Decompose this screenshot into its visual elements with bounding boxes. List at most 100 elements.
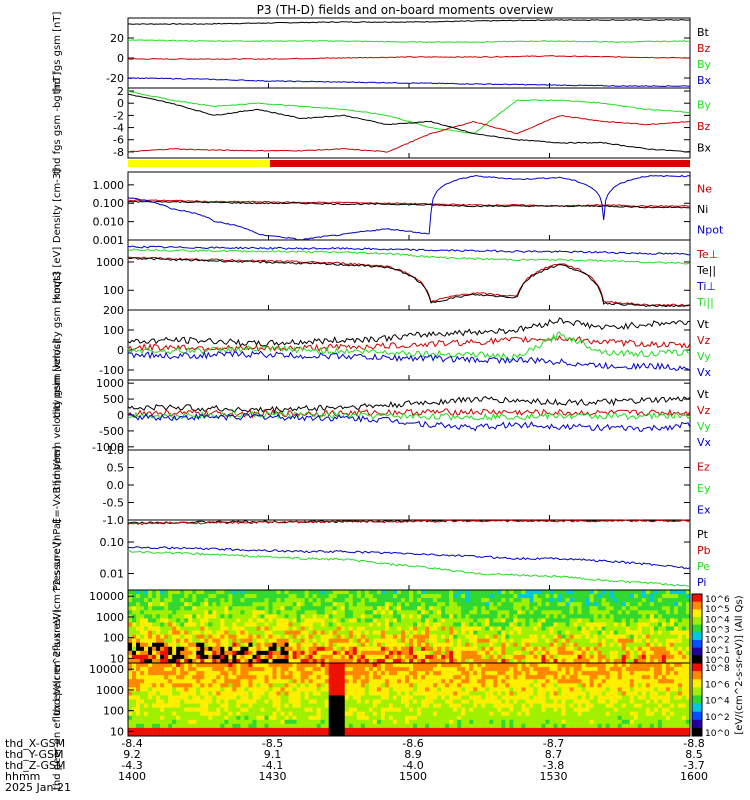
y-tick-label: -1000 bbox=[92, 441, 124, 454]
spectrogram-cell bbox=[296, 671, 301, 676]
spectrogram-cell bbox=[272, 731, 277, 737]
spectrogram-cell bbox=[593, 594, 598, 599]
series-line-ni bbox=[127, 200, 691, 209]
spectrogram-cell bbox=[304, 618, 309, 623]
spectrogram-cell bbox=[593, 638, 598, 644]
spectrogram-cell bbox=[312, 638, 317, 644]
spectrogram-cell bbox=[429, 626, 434, 631]
spectrogram-cell bbox=[296, 703, 301, 708]
spectrogram-cell bbox=[649, 630, 655, 635]
spectrogram-cell bbox=[517, 590, 522, 595]
spectrogram-cell bbox=[549, 703, 554, 708]
spectrogram-cell bbox=[505, 614, 510, 619]
spectrogram-cell bbox=[256, 614, 261, 619]
spectrogram-cell bbox=[260, 711, 265, 717]
spectrogram-cell bbox=[284, 622, 289, 627]
spectrogram-cell bbox=[549, 683, 554, 688]
spectrogram-cell bbox=[208, 606, 213, 611]
spectrogram-cell bbox=[224, 658, 229, 664]
spectrogram-cell bbox=[172, 602, 177, 607]
spectrogram-cell bbox=[372, 663, 378, 668]
spectrogram-cell bbox=[625, 618, 631, 623]
spectrogram-cell bbox=[300, 663, 305, 668]
spectrogram-cell bbox=[477, 727, 482, 733]
spectrogram-cell bbox=[204, 679, 209, 684]
spectrogram-cell bbox=[324, 590, 330, 595]
spectrogram-cell bbox=[513, 630, 518, 635]
spectrogram-cell bbox=[336, 663, 342, 668]
spectrogram-cell bbox=[433, 683, 438, 688]
spectrogram-cell bbox=[384, 630, 390, 635]
spectrogram-cell bbox=[421, 707, 426, 712]
spectrogram-cell bbox=[340, 658, 346, 664]
spectrogram-cell bbox=[589, 630, 594, 635]
spectrogram-cell bbox=[469, 646, 474, 652]
spectrogram-cell bbox=[585, 606, 590, 611]
spectrogram-cell bbox=[280, 646, 285, 652]
spectrogram-cell bbox=[132, 614, 137, 619]
spectrogram-cell bbox=[609, 602, 615, 607]
spectrogram-cell bbox=[573, 650, 578, 656]
spectrogram-cell bbox=[593, 679, 598, 684]
spectrogram-cell bbox=[617, 667, 623, 672]
spectrogram-cell bbox=[196, 630, 201, 635]
spectrogram-cell bbox=[136, 630, 141, 635]
spectrogram-cell bbox=[328, 687, 334, 692]
spectrogram-cell bbox=[573, 634, 578, 639]
spectrogram-cell bbox=[557, 602, 562, 607]
spectrogram-cell bbox=[320, 667, 325, 672]
spectrogram-cell bbox=[457, 606, 462, 611]
spectrogram-cell bbox=[477, 691, 482, 696]
spectrogram-cell bbox=[376, 634, 382, 639]
spectrogram-cell bbox=[204, 727, 209, 733]
spectrogram-cell bbox=[320, 646, 325, 652]
spectrogram-cell bbox=[144, 646, 149, 652]
spectrogram-cell bbox=[601, 654, 606, 660]
spectrogram-cell bbox=[192, 679, 197, 684]
spectrogram-cell bbox=[441, 723, 446, 729]
spectrogram-cell bbox=[417, 667, 422, 672]
spectrogram-cell bbox=[204, 687, 209, 692]
spectrogram-cell bbox=[457, 663, 462, 668]
spectrogram-cell bbox=[380, 598, 386, 603]
spectrogram-cell bbox=[413, 679, 418, 684]
y-tick-label: 10 bbox=[110, 652, 124, 665]
spectrogram-cell bbox=[328, 663, 334, 668]
spectrogram-cell bbox=[324, 727, 330, 733]
spectrogram-cell bbox=[164, 671, 169, 676]
spectrogram-cell bbox=[517, 703, 522, 708]
spectrogram-cell bbox=[449, 638, 454, 644]
spectrogram-cell bbox=[188, 671, 193, 676]
spectrogram-cell bbox=[328, 699, 334, 704]
spectrogram-cell bbox=[136, 638, 141, 644]
spectrogram-cell bbox=[296, 622, 301, 627]
spectrogram-cell bbox=[517, 602, 522, 607]
spectrogram-cell bbox=[509, 727, 514, 733]
spectrogram-cell bbox=[609, 687, 615, 692]
spectrogram-cell bbox=[613, 723, 619, 729]
spectrogram-cell bbox=[653, 602, 659, 607]
spectrogram-cell bbox=[509, 634, 514, 639]
spectrogram-cell bbox=[232, 703, 237, 708]
y-tick-label: 0 bbox=[117, 344, 124, 357]
spectrogram-cell bbox=[609, 634, 615, 639]
spectrogram-cell bbox=[545, 671, 550, 676]
legend-ni: Ni bbox=[697, 203, 708, 216]
spectrogram-cell bbox=[633, 630, 639, 635]
spectrogram-cell bbox=[232, 707, 237, 712]
spectrogram-cell bbox=[304, 683, 309, 688]
spectrogram-cell bbox=[364, 683, 370, 688]
spectrogram-cell bbox=[196, 703, 201, 708]
spectrogram-cell bbox=[300, 667, 305, 672]
spectrogram-cell bbox=[288, 658, 293, 664]
spectrogram-cell bbox=[132, 703, 137, 708]
y-tick-label: -20 bbox=[106, 72, 124, 85]
spectrogram-cell bbox=[304, 634, 309, 639]
y-axis-label: moqt3 [eV] bbox=[52, 247, 63, 304]
spectrogram-cell bbox=[292, 622, 297, 627]
spectrogram-cell bbox=[525, 618, 530, 623]
spectrogram-cell bbox=[148, 598, 153, 603]
spectrogram-cell bbox=[148, 691, 153, 696]
spectrogram-cell bbox=[549, 671, 554, 676]
spectrogram-cell bbox=[493, 663, 498, 668]
